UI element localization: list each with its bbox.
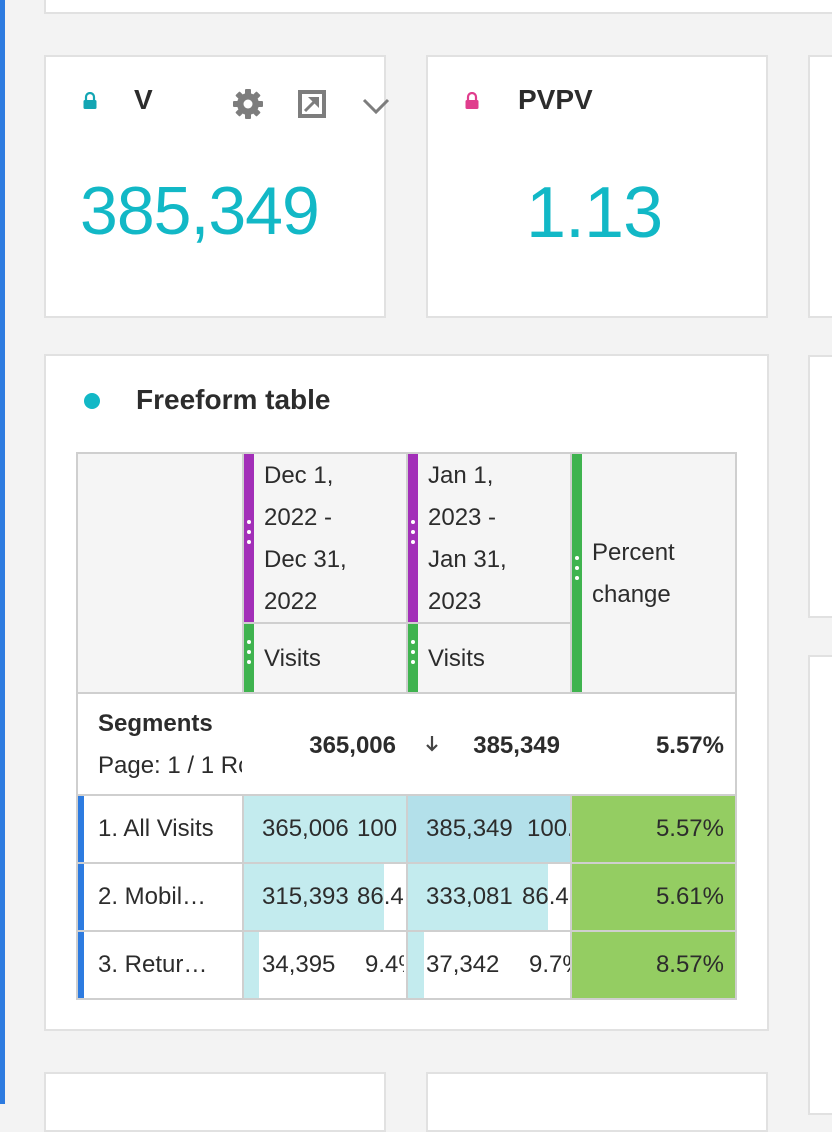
cell-fill-bar: [244, 932, 259, 998]
total-value: 365,006: [309, 732, 396, 759]
row-label[interactable]: 3. Retur…: [98, 951, 208, 978]
expand-icon[interactable]: [296, 88, 328, 120]
kpi-title: V: [134, 84, 153, 115]
total-value: 385,349: [473, 732, 560, 759]
chevron-down-icon[interactable]: [360, 90, 392, 122]
row-indicator[interactable]: [78, 796, 84, 862]
cell-percent: 100: [357, 815, 398, 842]
panel-status-dot: [84, 393, 100, 409]
grid-line: [78, 692, 735, 694]
cell-fill-bar: [244, 796, 406, 862]
grid-line: [242, 796, 244, 998]
kpi-panel-pvpv[interactable]: [426, 55, 768, 318]
cell-value: 37,342: [426, 951, 500, 978]
panel-edge: [808, 355, 832, 618]
sort-descending-icon[interactable]: [424, 734, 440, 754]
cell-value: 365,006: [262, 815, 349, 842]
panel-edge: [44, 1072, 386, 1132]
cell-value: 385,349: [426, 815, 513, 842]
column-metric[interactable]: Visits: [264, 645, 321, 672]
cell-percent: 9.4%: [365, 951, 404, 978]
total-change: 5.57%: [655, 732, 724, 759]
cell-value: 333,081: [426, 883, 513, 910]
column-date-range[interactable]: Dec 1, 2022 - Dec 31, 2022: [264, 462, 347, 615]
panel-edge: [426, 1072, 768, 1132]
lock-icon: [83, 92, 97, 109]
cell-value: 34,395: [262, 951, 336, 978]
grid-line: [570, 454, 572, 692]
kpi-value: 1.13: [526, 173, 663, 253]
cell-fill-bar: [408, 796, 570, 862]
kpi-title: PVPV: [518, 84, 593, 115]
kpi-value: 385,349: [80, 173, 320, 249]
metric-bar[interactable]: [408, 624, 418, 692]
kpi-panel-visits[interactable]: [44, 55, 386, 318]
dimension-label[interactable]: Segments: [98, 710, 213, 737]
cell-fill-bar: [244, 864, 384, 930]
row-indicator[interactable]: [78, 932, 84, 998]
date-range-bar[interactable]: [408, 454, 418, 622]
cell-fill-bar: [408, 932, 424, 998]
column-metric[interactable]: Visits: [428, 645, 485, 672]
metric-bar[interactable]: [572, 454, 582, 692]
left-edge-accent: [0, 0, 5, 1104]
cell-percent: 100.: [527, 815, 571, 842]
grid-line: [242, 454, 244, 692]
gear-icon[interactable]: [232, 88, 264, 120]
cell-value: 315,393: [262, 883, 349, 910]
grid-line: [570, 796, 572, 998]
row-label[interactable]: 1. All Visits: [98, 815, 214, 842]
column-date-range[interactable]: Jan 1, 2023 - Jan 31, 2023: [428, 462, 507, 615]
panel-edge: [808, 55, 832, 318]
grid-line: [406, 796, 408, 998]
lock-icon: [465, 92, 479, 109]
pagination-label: Page: 1 / 1 Rc: [98, 752, 242, 779]
panel-title: Freeform table: [136, 384, 331, 415]
cell-change: 8.57%: [655, 951, 724, 978]
top-panel-edge: [44, 0, 832, 14]
panel-edge: [808, 655, 832, 1115]
cell-fill-bar: [408, 864, 548, 930]
row-indicator[interactable]: [78, 864, 84, 930]
column-percent-change[interactable]: Percent change: [592, 539, 675, 608]
cell-change: 5.57%: [655, 815, 724, 842]
cell-change: 5.61%: [655, 883, 724, 910]
change-cell-bg: [572, 796, 735, 998]
cell-percent: 86.4: [357, 883, 404, 910]
grid-line: [406, 454, 408, 692]
row-label[interactable]: 2. Mobil…: [98, 883, 207, 910]
cell-percent: 9.7%: [529, 951, 570, 978]
date-range-bar[interactable]: [244, 454, 254, 622]
metric-bar[interactable]: [244, 624, 254, 692]
grid-line: [78, 794, 735, 796]
cell-percent: 86.4: [522, 883, 569, 910]
